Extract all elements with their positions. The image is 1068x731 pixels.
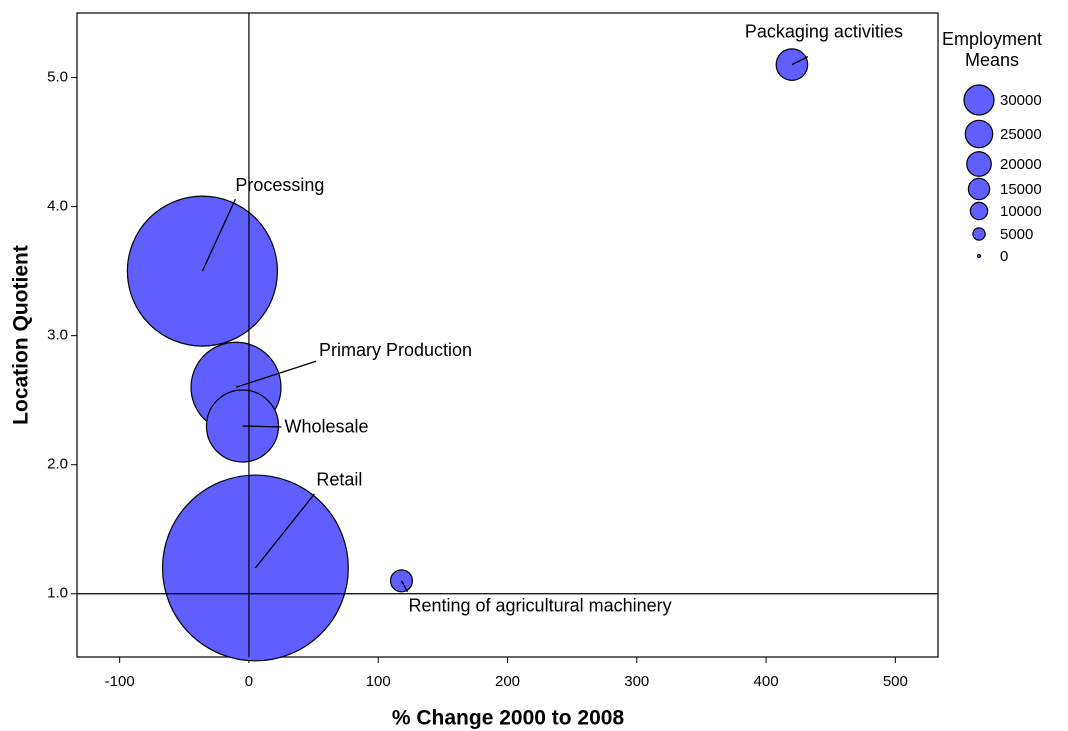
point-label: Primary Production (319, 340, 472, 360)
legend-bubble (966, 151, 992, 177)
point-label: Renting of agricultural machinery (408, 596, 671, 616)
leader-line (235, 360, 317, 388)
x-tick-label: 100 (366, 673, 391, 690)
x-tick-label: 500 (883, 673, 908, 690)
legend-label: 15000 (1000, 181, 1042, 198)
legend-bubble (964, 119, 994, 149)
legend-bubble (972, 227, 986, 241)
legend-title: Employment (942, 29, 1042, 49)
x-tick-label: 0 (245, 673, 253, 690)
legend-bubble (976, 253, 982, 259)
point-label: Packaging activities (745, 21, 903, 41)
leader-line (254, 493, 315, 569)
y-tick-label: 5.0 (47, 68, 68, 85)
legend-label: 10000 (1000, 203, 1042, 220)
leader-line (242, 425, 282, 428)
leader-line (201, 198, 236, 272)
y-tick-label: 3.0 (47, 327, 68, 344)
legend-label: 0 (1000, 248, 1008, 265)
y-tick-label: 4.0 (47, 198, 68, 215)
x-tick-label: 400 (754, 673, 779, 690)
bubble (126, 195, 279, 347)
legend-label: 20000 (1000, 156, 1042, 173)
point-label: Retail (316, 470, 362, 490)
legend-bubble (963, 84, 995, 116)
x-tick-label: 300 (624, 673, 649, 690)
leader-line (791, 56, 809, 66)
point-label: Wholesale (284, 417, 368, 437)
legend-label: 30000 (1000, 92, 1042, 109)
legend-bubble (969, 201, 989, 221)
x-axis-title: % Change 2000 to 2008 (392, 707, 625, 730)
legend-label: 5000 (1000, 226, 1033, 243)
legend-bubble (967, 177, 991, 201)
legend-label: 25000 (1000, 126, 1042, 143)
point-label: Processing (235, 175, 324, 195)
y-axis-title: Location Quotient (10, 245, 33, 425)
y-tick-label: 1.0 (47, 585, 68, 602)
x-tick-label: -100 (105, 673, 135, 690)
y-tick-label: 2.0 (47, 456, 68, 473)
leader-line (400, 580, 409, 593)
legend-title: Means (965, 50, 1019, 70)
x-tick-label: 200 (495, 673, 520, 690)
